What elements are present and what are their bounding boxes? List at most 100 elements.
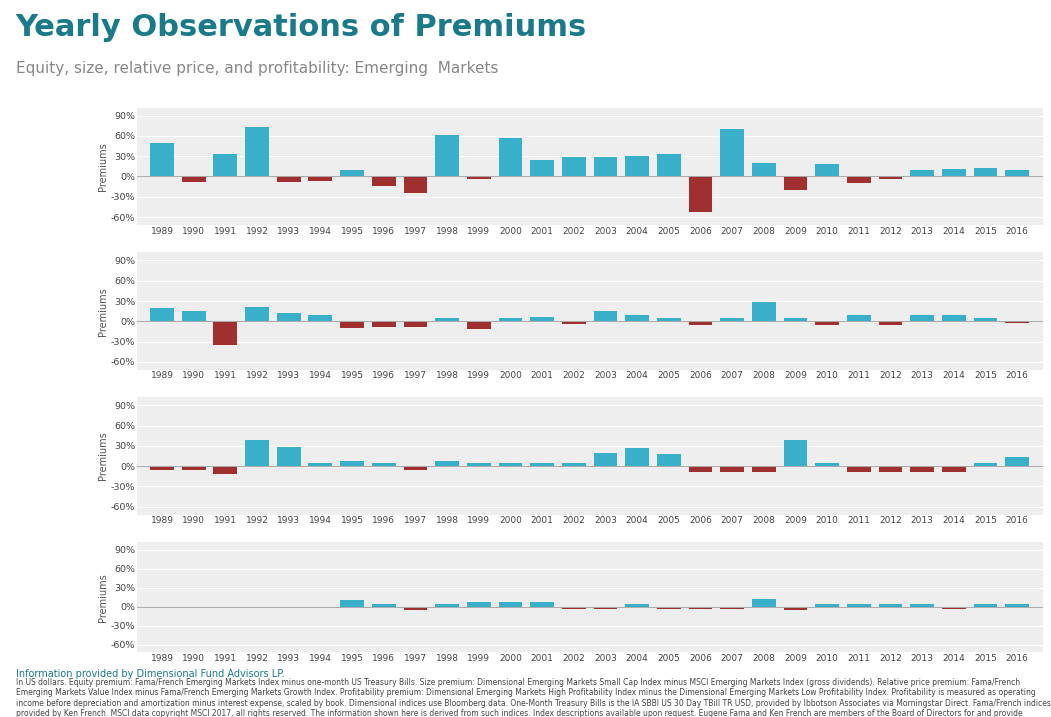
Bar — [625, 315, 650, 321]
Bar — [625, 156, 650, 176]
Bar — [150, 308, 173, 321]
Bar — [530, 160, 554, 176]
Bar — [942, 607, 966, 609]
Bar — [910, 466, 934, 472]
Bar — [594, 157, 617, 176]
Bar — [847, 176, 870, 184]
Bar — [847, 604, 870, 607]
Bar — [1006, 604, 1029, 607]
Bar — [1006, 170, 1029, 176]
Bar — [720, 318, 744, 321]
Text: Yearly Observations of Premiums: Yearly Observations of Premiums — [16, 13, 586, 42]
Bar — [879, 604, 903, 607]
Bar — [973, 318, 997, 321]
Bar — [213, 154, 238, 176]
Bar — [562, 321, 585, 324]
Bar — [182, 176, 206, 182]
Bar — [879, 466, 903, 472]
Bar — [404, 466, 428, 470]
Bar — [688, 321, 713, 325]
Bar — [562, 157, 585, 176]
Bar — [973, 604, 997, 607]
Bar — [435, 462, 459, 466]
Bar — [276, 447, 301, 466]
Bar — [910, 315, 934, 321]
Bar — [751, 163, 776, 176]
Bar — [562, 607, 585, 609]
Bar — [847, 466, 870, 472]
Bar — [182, 310, 206, 321]
Bar — [625, 448, 650, 466]
Bar — [372, 176, 395, 186]
Bar — [309, 176, 332, 181]
Bar — [973, 168, 997, 176]
Bar — [404, 607, 428, 610]
Bar — [1006, 321, 1029, 323]
Bar — [530, 602, 554, 607]
Bar — [150, 143, 173, 176]
Text: VALUE
minus GROWTH: VALUE minus GROWTH — [0, 447, 79, 469]
Bar — [467, 176, 491, 179]
Bar — [341, 462, 364, 466]
Bar — [688, 176, 713, 212]
Bar — [404, 176, 428, 194]
Bar — [276, 176, 301, 182]
Bar — [530, 462, 554, 466]
Bar — [816, 163, 839, 176]
Text: In US dollars. Equity premium: Fama/French Emerging Markets Index minus one-mont: In US dollars. Equity premium: Fama/Fren… — [16, 678, 1051, 717]
Bar — [498, 462, 522, 466]
Bar — [784, 318, 807, 321]
Y-axis label: Premiums: Premiums — [98, 142, 108, 191]
Bar — [751, 466, 776, 472]
Bar — [372, 321, 395, 327]
Bar — [625, 604, 650, 607]
Bar — [498, 138, 522, 176]
Bar — [341, 600, 364, 607]
Bar — [657, 318, 681, 321]
Bar — [973, 462, 997, 466]
Bar — [372, 462, 395, 466]
Bar — [594, 311, 617, 321]
Bar — [467, 602, 491, 607]
Bar — [309, 462, 332, 466]
Bar — [720, 466, 744, 472]
Bar — [657, 454, 681, 466]
Bar — [1006, 457, 1029, 466]
Bar — [657, 153, 681, 176]
Bar — [657, 607, 681, 609]
Y-axis label: Premiums: Premiums — [98, 573, 108, 622]
Bar — [404, 321, 428, 327]
Bar — [213, 466, 238, 474]
Bar — [688, 466, 713, 472]
Text: MARKET
minus BILLS: MARKET minus BILLS — [8, 158, 70, 179]
Bar — [751, 599, 776, 607]
Bar — [498, 318, 522, 321]
Bar — [435, 136, 459, 176]
Bar — [276, 313, 301, 321]
Y-axis label: Premiums: Premiums — [98, 432, 108, 480]
Bar — [435, 318, 459, 321]
Bar — [879, 176, 903, 179]
Bar — [910, 604, 934, 607]
Bar — [372, 604, 395, 607]
Bar — [751, 303, 776, 321]
Bar — [341, 170, 364, 176]
Bar — [594, 452, 617, 466]
Y-axis label: Premiums: Premiums — [98, 287, 108, 336]
Bar — [467, 321, 491, 329]
Bar — [720, 129, 744, 176]
Bar — [435, 604, 459, 607]
Text: HIGH PROF
minus LOW PROF: HIGH PROF minus LOW PROF — [0, 589, 83, 610]
Bar — [688, 607, 713, 609]
Bar — [784, 176, 807, 190]
Bar — [942, 315, 966, 321]
Bar — [942, 169, 966, 176]
Bar — [910, 170, 934, 176]
Bar — [816, 321, 839, 325]
Bar — [245, 440, 269, 466]
Bar — [562, 462, 585, 466]
Bar — [245, 307, 269, 321]
Bar — [879, 321, 903, 325]
Bar — [847, 315, 870, 321]
Bar — [150, 466, 173, 470]
